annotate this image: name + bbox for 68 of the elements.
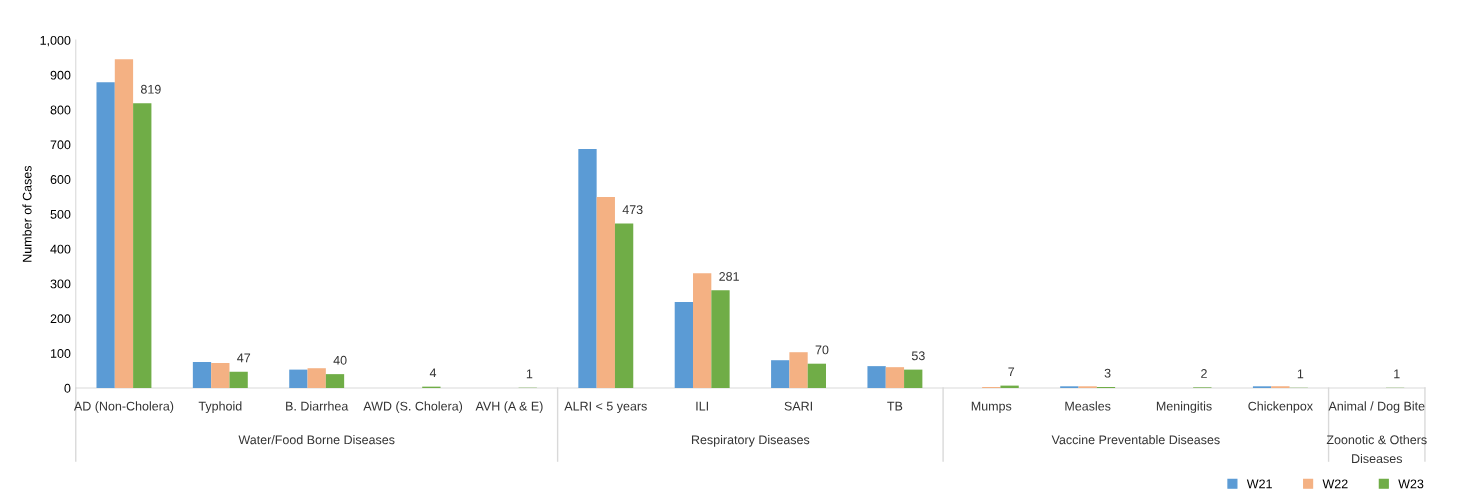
data-label: 1 xyxy=(1297,369,1304,379)
legend-label: W22 xyxy=(1322,479,1348,489)
x-tick-label: Typhoid xyxy=(198,401,242,414)
x-tick-label: AD (Non-Cholera) xyxy=(73,401,174,413)
x-tick-label: AVH (A & E) xyxy=(475,401,543,413)
text: Vaccine Preventable Diseases xyxy=(1051,435,1220,445)
x-tick-label: Chickenpox xyxy=(1248,401,1313,414)
legend-label: W23 xyxy=(1398,479,1424,489)
text: Respiratory Diseases xyxy=(691,435,810,447)
x-tick-label: TB xyxy=(887,401,903,411)
bar xyxy=(211,363,230,389)
x-tick-label: Animal / Dog Bite xyxy=(1328,401,1425,414)
bar xyxy=(674,302,694,389)
data-label: 1 xyxy=(526,369,533,379)
data-label: 819 xyxy=(140,84,161,94)
data-label: 7 xyxy=(1008,367,1015,377)
y-tick-label: 500 xyxy=(50,209,71,219)
data-label: 2 xyxy=(1201,369,1207,378)
y-axis-title: Number of Cases xyxy=(22,165,32,262)
bar xyxy=(325,374,345,389)
bar xyxy=(885,367,905,389)
bar xyxy=(711,290,730,389)
bar xyxy=(289,369,308,389)
y-tick-label: 600 xyxy=(50,175,71,184)
y-tick-label: 700 xyxy=(50,140,71,150)
text: Zoonotic & Others Diseases xyxy=(1326,435,1427,464)
y-tick-label: 800 xyxy=(50,105,71,115)
text: Water/Food Borne Diseases xyxy=(238,435,395,445)
data-label: 47 xyxy=(237,353,251,363)
bar xyxy=(789,352,808,389)
y-tick-label: 300 xyxy=(50,279,71,289)
legend-label: W21 xyxy=(1246,479,1272,489)
y-tick-label: 1,000 xyxy=(40,35,71,47)
x-tick-label: Mumps xyxy=(971,401,1012,414)
y-tick-label: 100 xyxy=(51,349,71,358)
bar xyxy=(614,223,634,389)
x-tick-label: ALRI < 5 years xyxy=(564,401,647,414)
data-label: 70 xyxy=(815,345,829,355)
data-label: 1 xyxy=(1394,369,1400,379)
bar xyxy=(192,361,212,389)
data-label: 281 xyxy=(719,272,739,281)
x-tick-label: AWD (S. Cholera) xyxy=(363,401,463,413)
x-tick-label: ILI xyxy=(696,401,708,411)
bar xyxy=(771,360,790,389)
y-tick-label: 0 xyxy=(64,383,71,393)
bar xyxy=(867,366,886,389)
bar xyxy=(807,363,827,389)
y-tick-label: 200 xyxy=(50,314,71,324)
bar xyxy=(307,368,326,389)
x-tick-label: Measles xyxy=(1065,401,1111,411)
bar xyxy=(904,369,923,389)
data-label: 53 xyxy=(911,351,925,361)
data-label: 473 xyxy=(622,205,643,215)
data-label: 40 xyxy=(333,355,347,365)
x-tick-label: SARI xyxy=(784,401,812,411)
x-tick-label: Meningitis xyxy=(1156,401,1212,414)
bar xyxy=(693,273,712,389)
bar xyxy=(229,371,248,389)
bar xyxy=(114,59,134,389)
data-label: 4 xyxy=(429,368,437,378)
y-tick-label: 400 xyxy=(50,244,71,254)
bar xyxy=(96,82,115,389)
x-tick-label: B. Diarrhea xyxy=(286,401,349,411)
bar xyxy=(578,149,597,389)
bar xyxy=(133,103,152,389)
bar xyxy=(596,197,615,389)
y-tick-label: 900 xyxy=(50,70,71,80)
data-label: 3 xyxy=(1104,368,1111,378)
